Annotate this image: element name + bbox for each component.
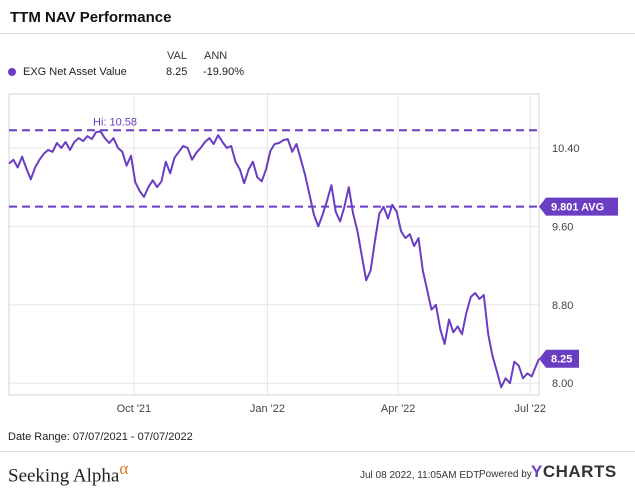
- timestamp: Jul 08 2022, 11:05AM EDT.: [360, 470, 481, 481]
- series-line: [8, 130, 540, 389]
- legend-val: 8.25: [166, 66, 188, 78]
- avg-badge-text: 9.801 AVG: [551, 202, 604, 214]
- last-value-badge-text: 8.25: [551, 354, 572, 366]
- hi-label: Hi: 10.58: [93, 116, 137, 128]
- legend-ann: -19.90%: [203, 66, 244, 78]
- x-axis: Oct '21 Jan '22 Apr '22 Jul '22: [117, 403, 546, 415]
- last-value-badge-shape: [539, 349, 579, 368]
- footer-divider: [0, 451, 635, 452]
- legend-header-ann: ANN: [204, 50, 228, 62]
- y-tick-label: 10.40: [552, 143, 580, 155]
- title-divider: [0, 33, 635, 34]
- chart-title: TTM NAV Performance: [10, 9, 172, 26]
- x-tick-label: Oct '21: [117, 403, 152, 415]
- ycharts-logo[interactable]: YCHARTS: [531, 462, 617, 482]
- chart-grid: [9, 94, 539, 395]
- y-axis: 8.00 8.80 9.60 10.40: [552, 143, 580, 390]
- plot-frame: [8, 93, 540, 396]
- legend-entry[interactable]: EXG Net Asset Value: [8, 66, 127, 78]
- seeking-alpha-wordmark: Seeking Alpha: [8, 465, 120, 487]
- powered-by-label: Powered by: [479, 469, 532, 480]
- x-tick-label: Apr '22: [381, 403, 416, 415]
- legend-series-name: EXG Net Asset Value: [23, 66, 127, 78]
- reference-lines: Hi: 10.58: [9, 116, 539, 208]
- seeking-alpha-logo[interactable]: Seeking Alphaα: [8, 459, 128, 487]
- x-tick-label: Jan '22: [250, 403, 285, 415]
- y-tick-label: 8.00: [552, 378, 573, 390]
- ycharts-y-icon: Y: [531, 462, 543, 481]
- avg-badge: 9.801 AVG: [539, 197, 618, 216]
- y-tick-label: 8.80: [552, 300, 573, 312]
- series-layer: [8, 130, 540, 389]
- avg-badge-shape: [539, 197, 618, 216]
- series-dot-icon: [8, 68, 16, 76]
- value-badges: 9.801 AVG 8.25: [539, 197, 618, 368]
- ycharts-wordmark: CHARTS: [542, 462, 617, 481]
- last-value-badge: 8.25: [539, 349, 579, 368]
- legend-header-val: VAL: [167, 50, 187, 62]
- alpha-icon: α: [119, 459, 129, 478]
- x-tick-label: Jul '22: [515, 403, 546, 415]
- date-range: Date Range: 07/07/2021 - 07/07/2022: [8, 431, 193, 443]
- y-tick-label: 9.60: [552, 221, 573, 233]
